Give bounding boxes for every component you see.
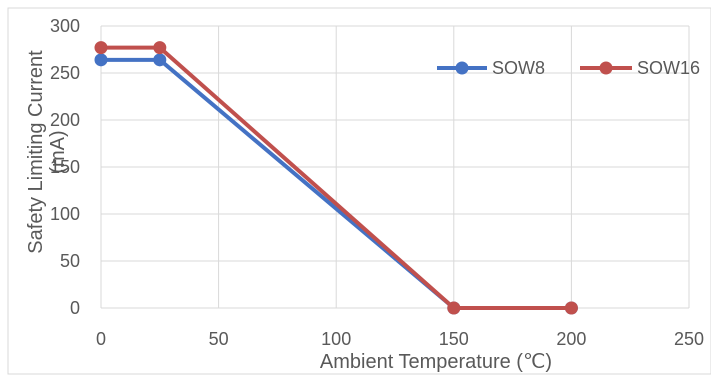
- series-sow16: [94, 41, 578, 315]
- legend-item-sow16: SOW16: [580, 58, 700, 78]
- y-tick-label: 150: [50, 157, 80, 177]
- x-tick-label: 0: [96, 329, 106, 349]
- legend: SOW8 SOW16: [437, 58, 700, 78]
- data-point: [153, 53, 167, 67]
- data-point: [94, 53, 108, 67]
- data-point: [564, 301, 578, 315]
- legend-item-sow8: SOW8: [437, 58, 545, 78]
- x-tick-label: 50: [209, 329, 229, 349]
- y-axis-title-line: Safety Limiting Current: [25, 50, 47, 254]
- x-tick-label: 250: [674, 329, 704, 349]
- x-tick-label: 150: [439, 329, 469, 349]
- y-tick-label: 200: [50, 110, 80, 130]
- y-axis-title: Safety Limiting Current(mA): [25, 50, 69, 254]
- y-tick-label: 300: [50, 16, 80, 36]
- axes: 0 50 100 150 200 250 0 50 100 150 200 250 300: [50, 16, 704, 349]
- data-series: [94, 41, 578, 315]
- y-tick-label: 250: [50, 63, 80, 83]
- legend-marker: [599, 61, 613, 75]
- data-point: [94, 41, 108, 55]
- chart-frame: [7, 7, 711, 375]
- y-tick-label: 0: [70, 298, 80, 318]
- legend-label: SOW16: [637, 58, 700, 78]
- y-tick-label: 100: [50, 204, 80, 224]
- y-axis-title-line: (mA): [47, 130, 69, 173]
- axis-titles: Ambient Temperature (℃) Safety Limiting C…: [25, 50, 552, 373]
- x-axis-title: Ambient Temperature (℃): [320, 351, 552, 373]
- series-line: [101, 45, 572, 310]
- legend-marker: [455, 61, 469, 75]
- data-point: [447, 301, 461, 315]
- x-tick-label: 100: [321, 329, 351, 349]
- x-tick-label: 200: [556, 329, 586, 349]
- data-point: [153, 41, 167, 55]
- gridlines: [101, 25, 690, 308]
- y-tick-label: 50: [60, 251, 80, 271]
- legend-label: SOW8: [492, 58, 545, 78]
